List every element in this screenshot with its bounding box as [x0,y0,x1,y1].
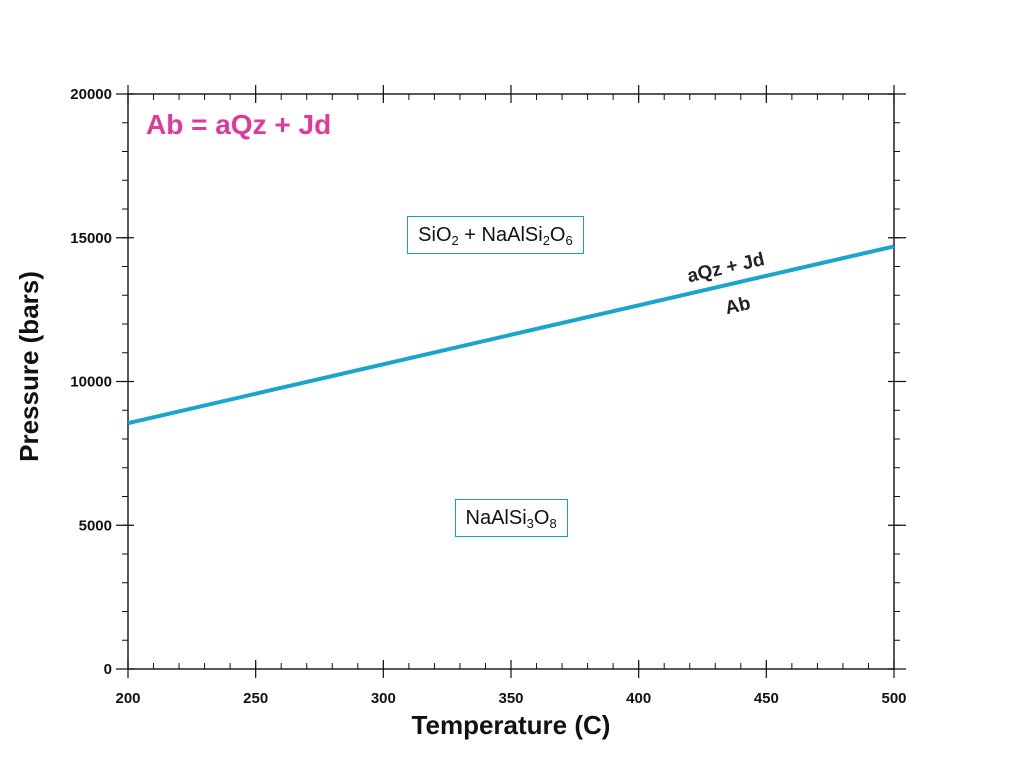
field-label-box: NaAlSi3O8 [454,499,568,538]
chart-title: Ab = aQz + Jd [146,109,331,140]
y-axis-title: Pressure (bars) [14,271,44,462]
formula-subscript: 6 [565,232,573,248]
y-tick-label: 10000 [70,374,112,391]
x-tick-label: 300 [371,690,396,707]
line-label-above: aQz + Jd [685,249,766,287]
formula-subscript: 8 [549,516,557,532]
x-tick-label: 250 [243,690,268,707]
y-tick-label: 20000 [70,86,112,103]
x-tick-label: 200 [115,690,140,707]
tick-labels: 200 250 300 350 400 450 5000500010000150002000… [70,86,906,707]
formula-subscript: 2 [542,232,550,248]
formula-text: NaAlSi [465,507,527,530]
plot-frame [127,93,895,670]
x-axis-title: Temperature (C) [412,710,611,740]
x-tick-label: 400 [626,690,651,707]
formula-text: + NaAlSi [458,223,543,246]
formula-text: O [549,223,566,246]
x-tick-label: 350 [498,690,523,707]
minor-ticks [122,93,900,670]
formula-subscript: 2 [451,232,459,248]
y-tick-label: 0 [104,661,112,678]
series-layer [127,244,895,426]
formula-text: SiO [418,223,452,246]
y-tick-label: 5000 [79,517,112,534]
x-tick-label: 450 [754,690,779,707]
x-tick-label: 500 [881,690,906,707]
formula-text: O [533,507,550,530]
major-ticks [116,85,906,678]
line-label-below: Ab [723,293,752,319]
reaction-line [127,244,895,426]
formula-subscript: 3 [526,516,534,532]
field-label-box: SiO2 + NaAlSi2O6 [407,215,584,254]
y-tick-label: 15000 [70,230,112,247]
